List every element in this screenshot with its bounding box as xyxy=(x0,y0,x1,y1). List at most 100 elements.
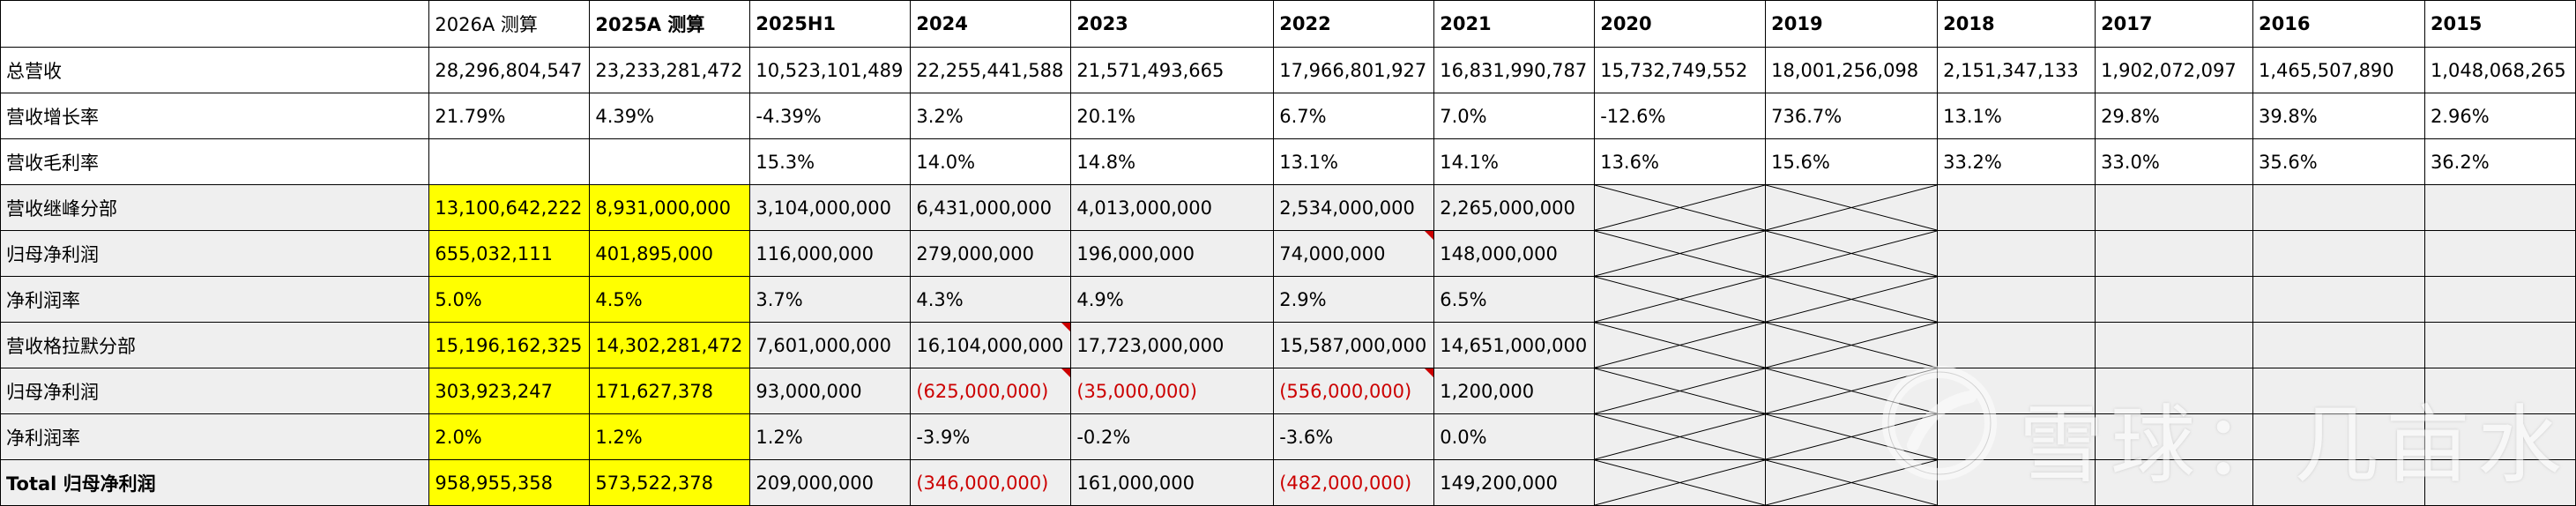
table-cell[interactable] xyxy=(2095,322,2254,368)
table-cell[interactable]: 161,000,000 xyxy=(1070,459,1275,506)
header-cell-2025a[interactable]: 2025A 测算 xyxy=(589,0,751,48)
table-cell[interactable]: -3.9% xyxy=(910,413,1072,460)
table-cell[interactable]: 4.39% xyxy=(589,93,751,139)
table-cell[interactable]: -4.39% xyxy=(749,93,912,139)
row-label[interactable]: 营收继峰分部 xyxy=(0,184,430,231)
table-cell[interactable] xyxy=(2423,184,2576,231)
table-cell[interactable]: 2.96% xyxy=(2423,93,2576,139)
table-cell[interactable]: 13.1% xyxy=(1273,138,1435,185)
table-cell[interactable]: 29.8% xyxy=(2095,93,2254,139)
table-cell[interactable]: 13.6% xyxy=(1594,138,1767,185)
table-cell[interactable]: 21.79% xyxy=(428,93,591,139)
row-label[interactable]: 总营收 xyxy=(0,47,430,93)
table-cell[interactable]: 14,302,281,472 xyxy=(589,322,751,368)
table-cell[interactable]: 3,104,000,000 xyxy=(749,184,912,231)
table-cell[interactable]: 2.9% xyxy=(1273,276,1435,323)
row-label[interactable]: 营收毛利率 xyxy=(0,138,430,185)
table-cell[interactable]: 6,431,000,000 xyxy=(910,184,1072,231)
table-cell[interactable] xyxy=(2423,230,2576,277)
table-cell[interactable]: 2.0% xyxy=(428,413,591,460)
row-label[interactable]: 营收格拉默分部 xyxy=(0,322,430,368)
table-cell[interactable]: 148,000,000 xyxy=(1433,230,1596,277)
crossed-out-cell[interactable] xyxy=(1765,230,1939,277)
table-cell[interactable]: 36.2% xyxy=(2423,138,2576,185)
header-cell-2025h1[interactable]: 2025H1 xyxy=(749,0,912,48)
header-cell-2023[interactable]: 2023 xyxy=(1070,0,1275,48)
table-cell[interactable]: 14.0% xyxy=(910,138,1072,185)
table-cell[interactable]: 13,100,642,222 xyxy=(428,184,591,231)
header-cell-2021[interactable]: 2021 xyxy=(1433,0,1596,48)
table-cell[interactable]: -12.6% xyxy=(1594,93,1767,139)
table-cell[interactable] xyxy=(2252,322,2425,368)
table-cell[interactable]: 18,001,256,098 xyxy=(1765,47,1939,93)
table-cell[interactable]: 6.5% xyxy=(1433,276,1596,323)
row-label[interactable]: Total 归母净利润 xyxy=(0,459,430,506)
table-cell[interactable] xyxy=(1937,459,2096,506)
table-cell[interactable]: (35,000,000) xyxy=(1070,368,1275,414)
table-cell[interactable]: 2,265,000,000 xyxy=(1433,184,1596,231)
table-cell[interactable]: -0.2% xyxy=(1070,413,1275,460)
table-cell[interactable] xyxy=(2095,368,2254,414)
table-cell[interactable]: (346,000,000) xyxy=(910,459,1072,506)
table-cell[interactable]: 74,000,000 xyxy=(1273,230,1435,277)
table-cell[interactable]: 401,895,000 xyxy=(589,230,751,277)
row-label[interactable]: 净利润率 xyxy=(0,413,430,460)
table-cell[interactable]: 2,151,347,133 xyxy=(1937,47,2096,93)
table-cell[interactable]: 13.1% xyxy=(1937,93,2096,139)
table-cell[interactable]: 8,931,000,000 xyxy=(589,184,751,231)
crossed-out-cell[interactable] xyxy=(1765,368,1939,414)
crossed-out-cell[interactable] xyxy=(1765,413,1939,460)
crossed-out-cell[interactable] xyxy=(1594,276,1767,323)
table-cell[interactable]: 7.0% xyxy=(1433,93,1596,139)
table-cell[interactable]: 6.7% xyxy=(1273,93,1435,139)
table-cell[interactable]: 23,233,281,472 xyxy=(589,47,751,93)
table-cell[interactable] xyxy=(2095,184,2254,231)
table-cell[interactable]: 16,831,990,787 xyxy=(1433,47,1596,93)
crossed-out-cell[interactable] xyxy=(1594,368,1767,414)
row-label[interactable]: 营收增长率 xyxy=(0,93,430,139)
table-cell[interactable] xyxy=(2252,413,2425,460)
table-cell[interactable]: 1,048,068,265 xyxy=(2423,47,2576,93)
table-cell[interactable]: (625,000,000) xyxy=(910,368,1072,414)
table-cell[interactable]: 1.2% xyxy=(749,413,912,460)
table-cell[interactable]: 14.8% xyxy=(1070,138,1275,185)
crossed-out-cell[interactable] xyxy=(1594,230,1767,277)
table-cell[interactable]: 93,000,000 xyxy=(749,368,912,414)
table-cell[interactable]: 3.2% xyxy=(910,93,1072,139)
table-cell[interactable]: 33.2% xyxy=(1937,138,2096,185)
table-cell[interactable]: 279,000,000 xyxy=(910,230,1072,277)
table-cell[interactable] xyxy=(1937,184,2096,231)
comment-flag-icon[interactable] xyxy=(1425,231,1433,240)
table-cell[interactable]: 7,601,000,000 xyxy=(749,322,912,368)
table-cell[interactable]: 28,296,804,547 xyxy=(428,47,591,93)
table-cell[interactable] xyxy=(2252,184,2425,231)
table-cell[interactable] xyxy=(2252,368,2425,414)
row-label[interactable]: 归母净利润 xyxy=(0,230,430,277)
table-cell[interactable]: 655,032,111 xyxy=(428,230,591,277)
header-cell-2017[interactable]: 2017 xyxy=(2095,0,2254,48)
row-label[interactable]: 归母净利润 xyxy=(0,368,430,414)
table-cell[interactable]: 35.6% xyxy=(2252,138,2425,185)
table-cell[interactable]: 39.8% xyxy=(2252,93,2425,139)
table-cell[interactable]: 573,522,378 xyxy=(589,459,751,506)
table-cell[interactable] xyxy=(589,138,751,185)
table-cell[interactable]: 1,200,000 xyxy=(1433,368,1596,414)
table-cell[interactable]: 303,923,247 xyxy=(428,368,591,414)
table-cell[interactable]: 4.9% xyxy=(1070,276,1275,323)
table-cell[interactable]: 736.7% xyxy=(1765,93,1939,139)
table-cell[interactable]: 3.7% xyxy=(749,276,912,323)
table-cell[interactable]: 15.6% xyxy=(1765,138,1939,185)
table-cell[interactable]: 149,200,000 xyxy=(1433,459,1596,506)
header-cell-2022[interactable]: 2022 xyxy=(1273,0,1435,48)
header-cell-corner[interactable] xyxy=(0,0,430,48)
table-cell[interactable]: 17,723,000,000 xyxy=(1070,322,1275,368)
table-cell[interactable]: 1.2% xyxy=(589,413,751,460)
table-cell[interactable] xyxy=(2252,230,2425,277)
table-cell[interactable]: 209,000,000 xyxy=(749,459,912,506)
crossed-out-cell[interactable] xyxy=(1765,459,1939,506)
header-cell-2026a[interactable]: 2026A 测算 xyxy=(428,0,591,48)
header-cell-2016[interactable]: 2016 xyxy=(2252,0,2425,48)
table-cell[interactable]: 4,013,000,000 xyxy=(1070,184,1275,231)
table-cell[interactable] xyxy=(2095,276,2254,323)
table-cell[interactable]: 5.0% xyxy=(428,276,591,323)
